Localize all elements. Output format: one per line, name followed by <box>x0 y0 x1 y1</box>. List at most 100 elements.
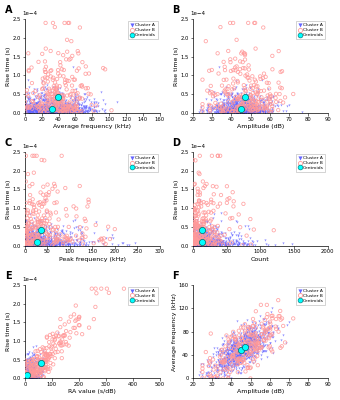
Point <box>99 236 104 242</box>
Point <box>23 366 28 372</box>
Point <box>22 375 28 381</box>
Point <box>67 334 72 341</box>
Point <box>36 242 42 249</box>
Point <box>37 104 42 110</box>
Point <box>199 237 205 244</box>
Point <box>41 241 47 247</box>
Point <box>234 104 239 111</box>
Point <box>197 237 202 243</box>
Point <box>243 90 249 96</box>
Point <box>28 369 33 376</box>
Point <box>73 108 79 114</box>
Point <box>22 372 28 378</box>
Point <box>193 231 199 238</box>
Point <box>52 89 58 95</box>
Point <box>76 109 81 116</box>
Point <box>199 237 205 243</box>
Point <box>228 240 234 246</box>
Point <box>37 104 42 110</box>
Point <box>39 241 45 247</box>
Point <box>245 338 250 345</box>
Point <box>30 371 35 378</box>
Point <box>59 239 65 246</box>
Point <box>46 238 51 245</box>
Point <box>196 234 201 240</box>
Point <box>223 240 229 247</box>
Point <box>238 102 243 109</box>
Point <box>37 242 42 248</box>
Point <box>242 347 248 353</box>
Point <box>258 342 264 349</box>
Point <box>61 96 66 102</box>
Point <box>231 358 236 364</box>
Point <box>231 97 236 104</box>
Point <box>235 109 240 115</box>
Point <box>23 375 29 382</box>
Point <box>199 240 204 247</box>
Point <box>248 103 253 109</box>
Point <box>241 350 246 357</box>
Point <box>30 234 35 241</box>
Point <box>219 346 225 353</box>
Point <box>55 233 60 240</box>
Point <box>267 100 272 107</box>
Point <box>57 241 63 248</box>
Point <box>37 351 42 357</box>
Point <box>82 91 87 97</box>
Point <box>30 359 35 366</box>
Point <box>198 241 203 247</box>
Point <box>222 348 227 354</box>
Point <box>51 108 57 114</box>
Point <box>234 63 239 70</box>
Point <box>229 361 235 368</box>
Point <box>215 367 220 374</box>
Point <box>191 238 197 244</box>
Point <box>196 224 201 230</box>
Point <box>53 234 58 240</box>
Point <box>240 97 245 104</box>
Point <box>246 96 251 103</box>
Point <box>59 102 64 108</box>
Point <box>234 107 239 114</box>
Point <box>210 241 216 248</box>
Point <box>192 240 198 246</box>
Point <box>56 100 62 106</box>
Point <box>45 97 51 103</box>
Point <box>22 373 28 379</box>
Point <box>32 231 38 237</box>
Point <box>68 109 74 116</box>
Point <box>245 238 251 245</box>
Point <box>70 104 75 110</box>
Point <box>225 100 230 106</box>
Point <box>37 226 43 232</box>
Point <box>22 370 28 377</box>
Point <box>213 242 218 248</box>
Point <box>44 230 49 236</box>
Point <box>253 338 259 344</box>
Point <box>191 226 196 233</box>
Point <box>196 239 202 245</box>
Point <box>251 328 257 334</box>
Point <box>208 330 214 337</box>
Point <box>193 240 198 247</box>
Point <box>39 90 45 96</box>
Point <box>41 108 47 114</box>
Point <box>22 368 28 375</box>
Point <box>247 90 252 96</box>
Point <box>202 235 207 241</box>
Point <box>192 242 197 248</box>
Point <box>191 231 197 238</box>
Point <box>33 95 39 101</box>
Point <box>256 337 261 343</box>
Point <box>32 236 37 242</box>
Point <box>232 106 238 112</box>
Point <box>217 360 223 367</box>
Point <box>33 206 39 213</box>
Point <box>58 109 63 115</box>
Point <box>22 371 28 378</box>
Point <box>34 366 39 372</box>
Point <box>51 108 57 115</box>
Point <box>38 242 44 248</box>
Point <box>23 240 29 246</box>
Point <box>214 367 219 374</box>
